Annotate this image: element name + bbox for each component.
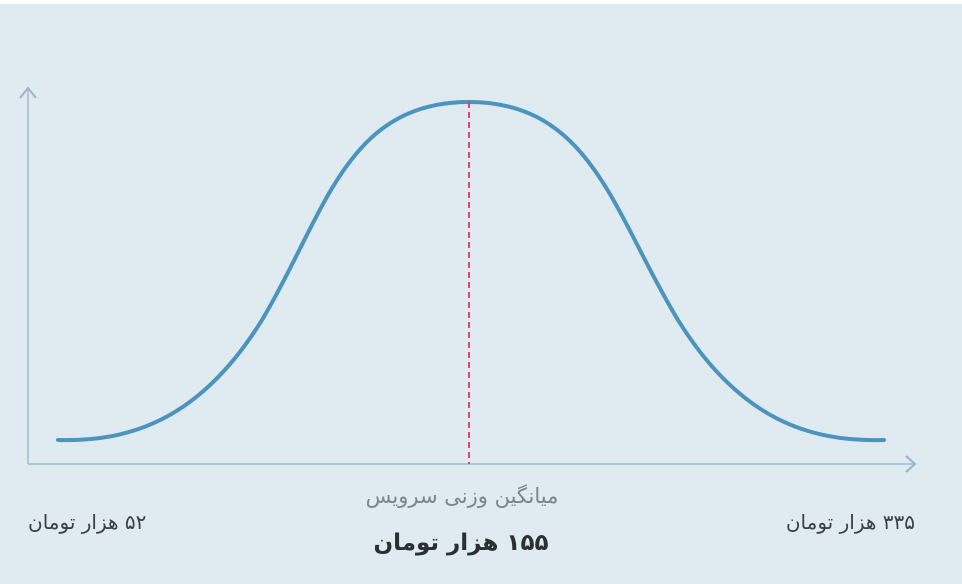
mean-caption: میانگین وزنی سرویس — [365, 484, 559, 508]
x-axis-arrow — [905, 455, 917, 473]
y-axis-arrow — [19, 86, 37, 99]
distribution-graphic — [19, 86, 917, 473]
bell-curve — [56, 99, 886, 443]
max-label: ۳۳۵ هزار تومان — [785, 510, 915, 534]
mean-value: ۱۵۵ هزار تومان — [373, 530, 549, 556]
min-label: ۵۲ هزار تومان — [28, 510, 147, 534]
distribution-card: میانگین وزنی سرویس ۱۵۵ هزار تومان ۵۲ هزا… — [0, 4, 962, 584]
